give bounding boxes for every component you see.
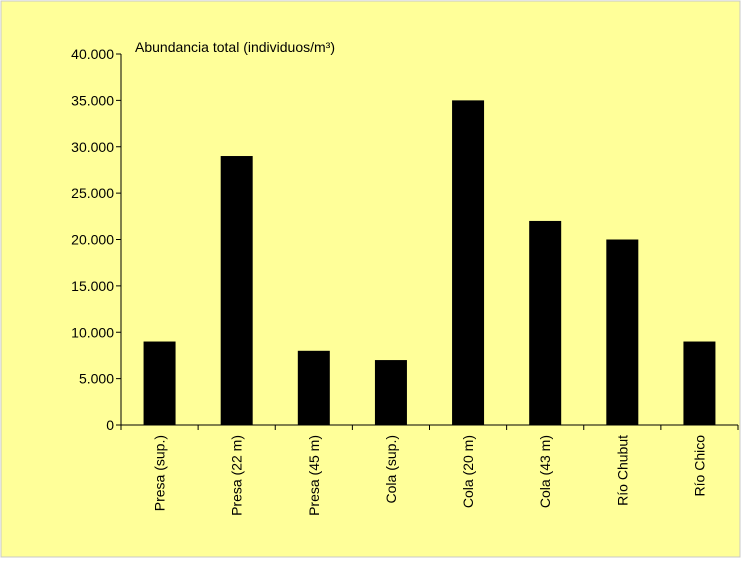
x-tick-label: Presa (sup.) <box>152 435 168 511</box>
y-tick-label: 25.000 <box>71 185 114 201</box>
y-tick-label: 20.000 <box>71 232 114 248</box>
bar <box>220 156 253 425</box>
x-tick-label: Río Chico <box>691 435 707 497</box>
y-tick-label: 5.000 <box>79 371 114 387</box>
x-tick-label: Cola (43 m) <box>537 435 553 508</box>
bar <box>529 220 562 425</box>
y-tick-label: 10.000 <box>71 324 114 340</box>
x-tick-label: Cola (sup.) <box>383 435 399 503</box>
x-tick-label: Río Chubut <box>614 435 630 506</box>
y-tick-label: 0 <box>106 417 114 433</box>
x-tick-label: Presa (22 m) <box>229 435 245 516</box>
bar <box>143 341 176 425</box>
bar <box>606 239 639 425</box>
bar <box>297 350 330 425</box>
y-tick-label: 15.000 <box>71 278 114 294</box>
y-tick-label: 35.000 <box>71 92 114 108</box>
x-tick-label: Presa (45 m) <box>306 435 322 516</box>
y-tick-label: 30.000 <box>71 139 114 155</box>
y-axis-label: Abundancia total (individuos/m³) <box>135 39 335 55</box>
plot-area: 0 5.000 10.000 15.000 20.000 25.000 30.000 35.0… <box>71 46 739 516</box>
bar <box>374 360 407 425</box>
y-tick-label: 40.000 <box>71 46 114 62</box>
bar <box>683 341 716 425</box>
x-tick-label: Cola (20 m) <box>460 435 476 508</box>
bar <box>452 100 485 425</box>
